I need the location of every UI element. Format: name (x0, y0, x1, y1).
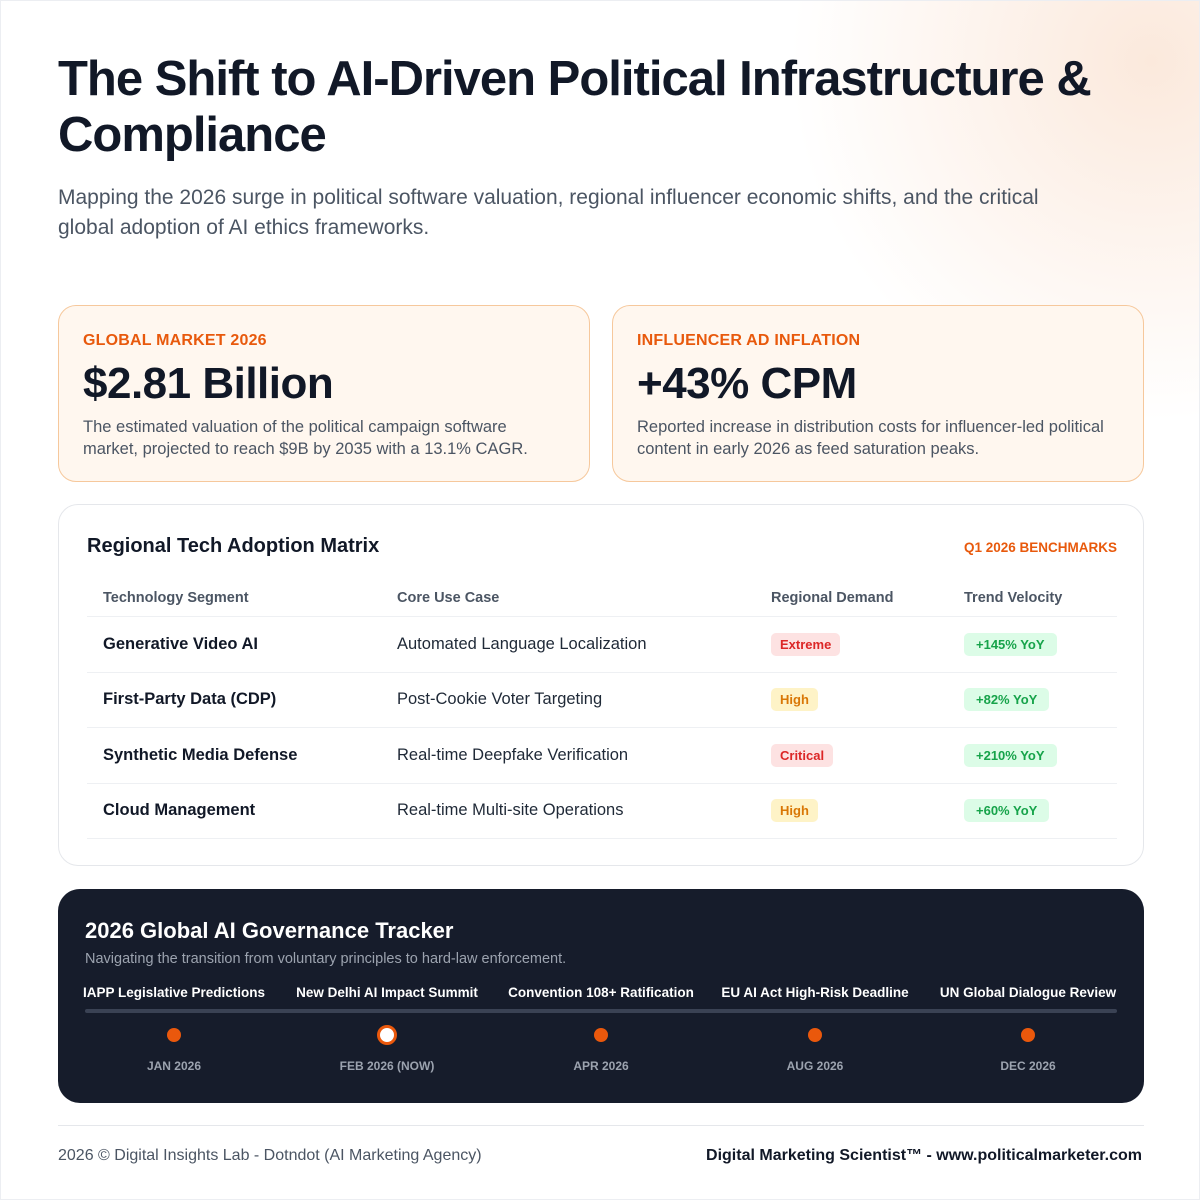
page-title: The Shift to AI-Driven Political Infrast… (58, 52, 1092, 162)
stat-card-influencer-inflation: INFLUENCER AD INFLATION +43% CPM Reporte… (612, 305, 1144, 482)
brand-credit: Digital Marketing Scientist™ - www.polit… (706, 1147, 1142, 1164)
velocity-badge: +82% YoY (964, 688, 1050, 712)
milestone-date: JAN 2026 (146, 1059, 202, 1073)
adoption-matrix-card: Regional Tech Adoption Matrix Q1 2026 BE… (58, 504, 1144, 866)
milestone-label: Convention 108+ Ratification (508, 985, 694, 1000)
milestone-label: UN Global Dialogue Review (939, 985, 1117, 1000)
milestone-dot-icon (1021, 1028, 1035, 1042)
velocity-badge: +210% YoY (964, 743, 1057, 767)
footer-divider (58, 1125, 1144, 1126)
tracker-subtitle: Navigating the transition from voluntary… (85, 951, 567, 967)
column-header-demand: Regional Demand (771, 589, 894, 606)
stat-description: Reported increase in distribution costs … (637, 418, 1104, 458)
stat-card-global-market: GLOBAL MARKET 2026 $2.81 Billion The est… (58, 305, 590, 482)
stat-value: +43% CPM (637, 359, 857, 408)
segment-cell: Generative Video AI (103, 634, 258, 653)
segment-cell: First-Party Data (CDP) (103, 690, 277, 709)
segment-cell: Cloud Management (103, 801, 256, 820)
milestone-date: AUG 2026 (786, 1059, 844, 1073)
milestone-label: New Delhi AI Impact Summit (296, 985, 478, 1000)
segment-cell: Synthetic Media Defense (103, 745, 298, 764)
milestone-date: DEC 2026 (1000, 1059, 1056, 1073)
stat-value: $2.81 Billion (83, 359, 334, 408)
tracker-title: 2026 Global AI Governance Tracker (85, 918, 454, 943)
milestone-date: FEB 2026 (NOW) (339, 1059, 435, 1073)
table-header-row: Technology Segment Core Use Case Regiona… (87, 575, 1117, 617)
table-row: Generative Video AI Automated Language L… (87, 617, 1117, 673)
milestone-dot-icon (594, 1028, 608, 1042)
demand-badge: Extreme (771, 632, 841, 656)
velocity-badge: +145% YoY (964, 632, 1057, 656)
use-case-cell: Automated Language Localization (397, 634, 647, 653)
use-case-cell: Post-Cookie Voter Targeting (397, 690, 603, 709)
milestone-label: EU AI Act High-Risk Deadline (721, 985, 909, 1000)
benchmark-badge: Q1 2026 BENCHMARKS (963, 540, 1117, 555)
adoption-table: Technology Segment Core Use Case Regiona… (87, 575, 1117, 839)
timeline-milestone: EU AI Act High-Risk Deadline AUG 2026 (715, 985, 915, 1073)
timeline-milestone: Convention 108+ Ratification APR 2026 (501, 985, 701, 1073)
matrix-title: Regional Tech Adoption Matrix (87, 535, 380, 557)
timeline-track (85, 1009, 1117, 1013)
velocity-badge: +60% YoY (964, 799, 1050, 823)
stat-label: GLOBAL MARKET 2026 (83, 332, 267, 349)
milestone-label: IAPP Legislative Predictions (82, 985, 266, 1000)
page-subtitle: Mapping the 2026 surge in political soft… (58, 186, 1039, 239)
table-row: Cloud Management Real-time Multi-site Op… (87, 784, 1117, 839)
stat-description: The estimated valuation of the political… (83, 418, 528, 458)
demand-badge: High (771, 688, 818, 712)
demand-badge: Critical (771, 743, 834, 767)
timeline-milestone-current: New Delhi AI Impact Summit FEB 2026 (NOW… (287, 985, 487, 1073)
column-header-segment: Technology Segment (103, 589, 249, 606)
milestone-dot-icon (167, 1028, 181, 1042)
column-header-use-case: Core Use Case (397, 589, 500, 606)
milestone-date: APR 2026 (573, 1059, 629, 1073)
table-row: Synthetic Media Defense Real-time Deepfa… (87, 728, 1117, 784)
timeline-milestone: IAPP Legislative Predictions JAN 2026 (74, 985, 274, 1073)
stat-label: INFLUENCER AD INFLATION (637, 332, 861, 349)
column-header-velocity: Trend Velocity (964, 589, 1063, 606)
milestone-dot-icon (808, 1028, 822, 1042)
copyright-text: 2026 © Digital Insights Lab - Dotndot (A… (58, 1147, 482, 1164)
use-case-cell: Real-time Multi-site Operations (397, 801, 624, 820)
demand-badge: High (771, 799, 818, 823)
table-row: First-Party Data (CDP) Post-Cookie Voter… (87, 673, 1117, 728)
use-case-cell: Real-time Deepfake Verification (397, 745, 629, 764)
timeline-milestone: UN Global Dialogue Review DEC 2026 (928, 985, 1128, 1073)
current-milestone-dot-icon (377, 1025, 397, 1045)
governance-tracker-card: 2026 Global AI Governance Tracker Naviga… (58, 889, 1144, 1103)
